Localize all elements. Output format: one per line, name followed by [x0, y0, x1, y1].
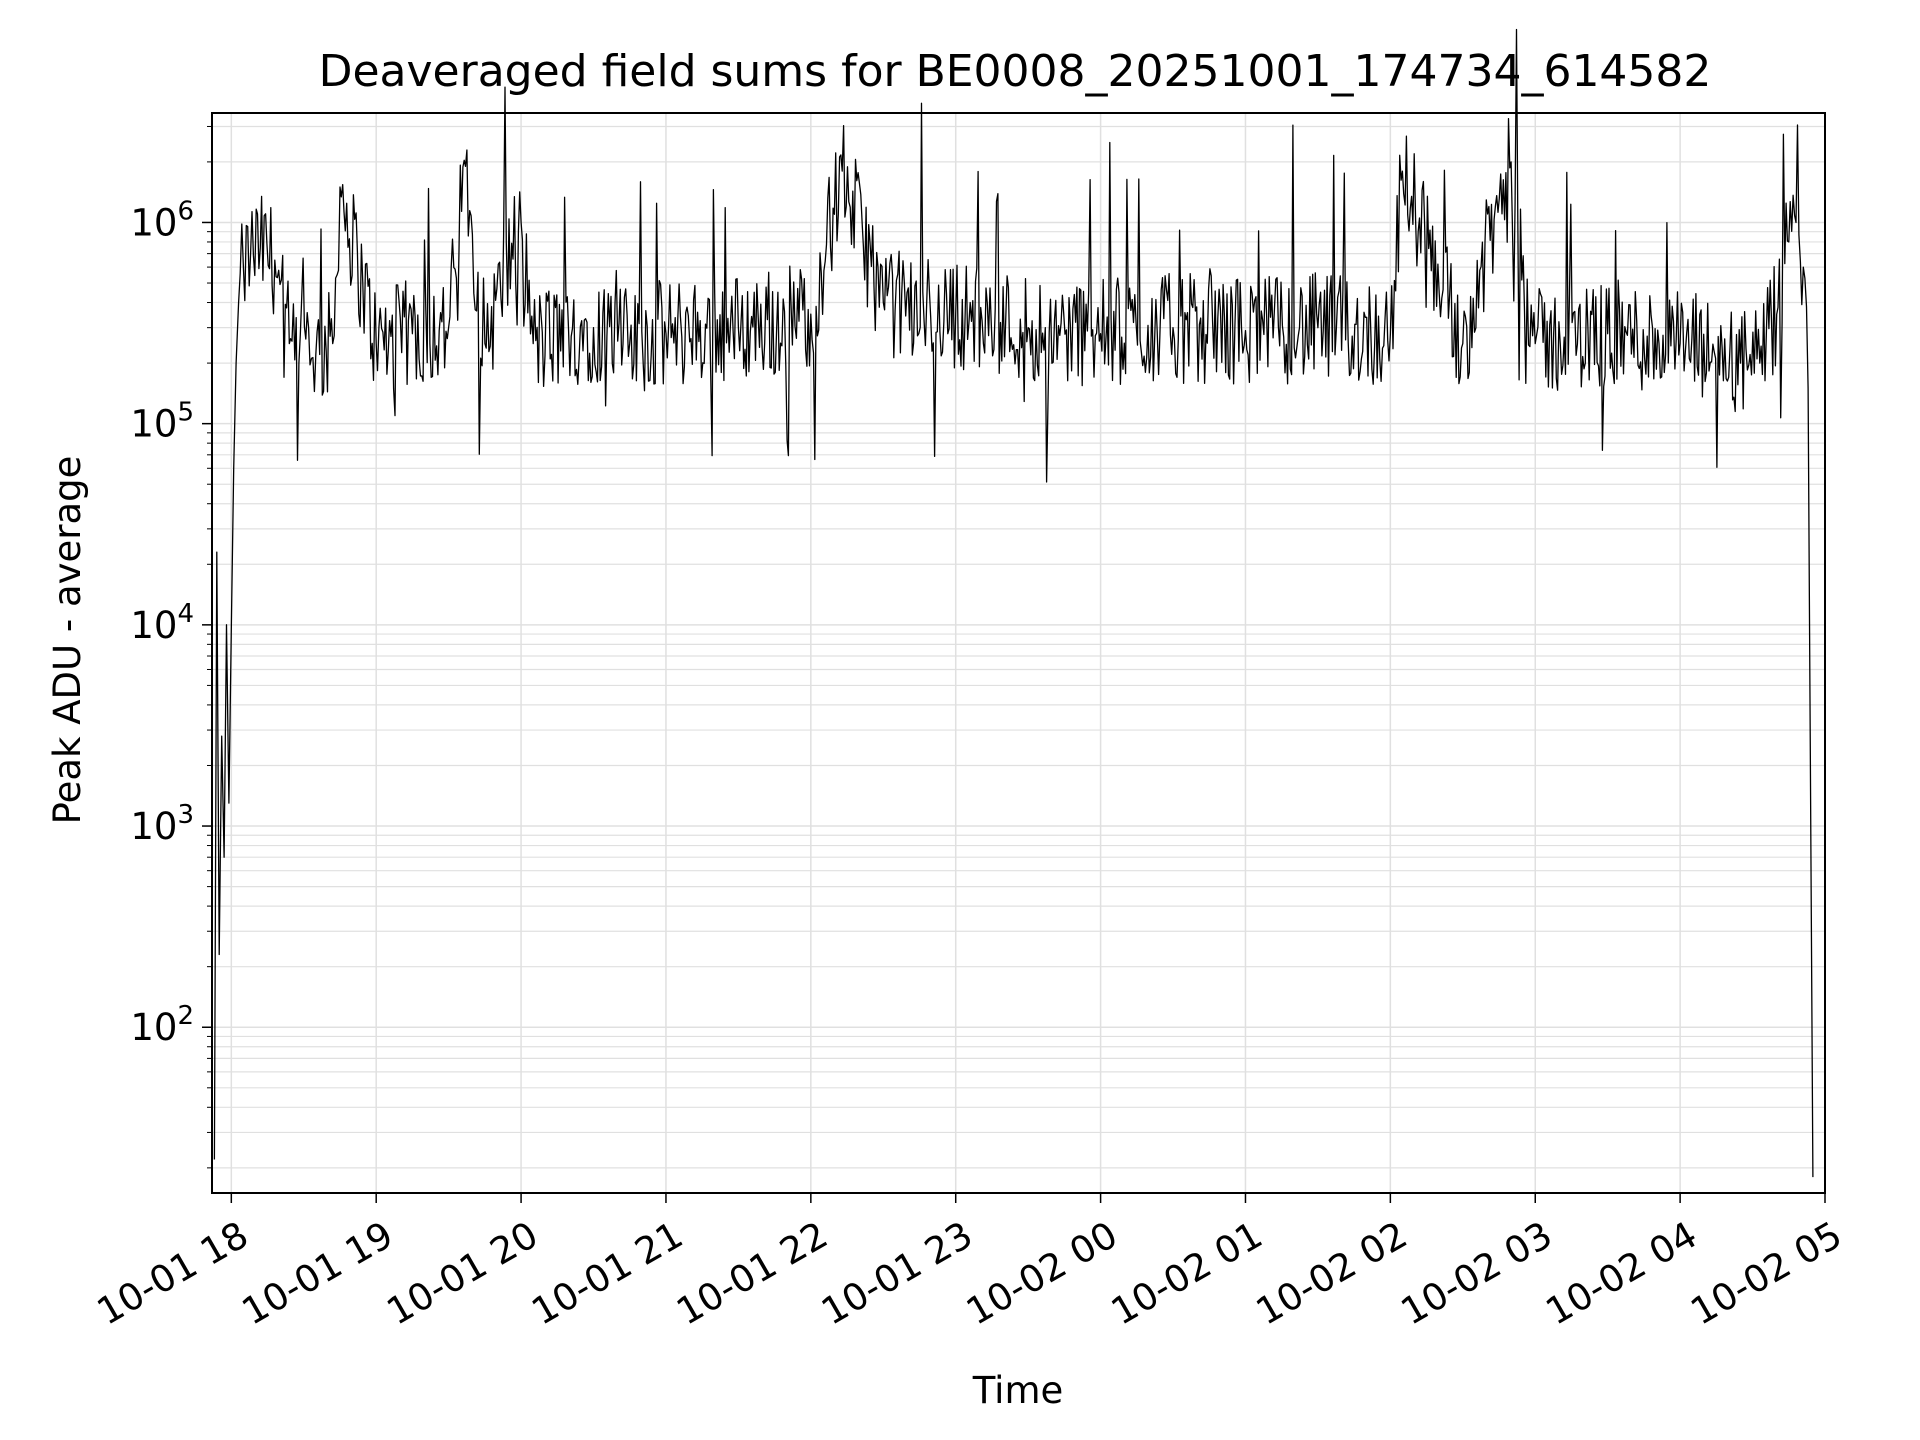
y-axis: 102 103 104 105 106: [130, 125, 212, 1169]
series-line: [213, 28, 1814, 1178]
y-tick-label: 106: [130, 196, 194, 244]
x-tick-label: 10-01 18: [90, 1213, 256, 1333]
y-tick-label: 105: [130, 398, 194, 446]
chart-title: Deaveraged field sums for BE0008_2025100…: [319, 46, 1712, 97]
grid: [212, 113, 1826, 1193]
x-tick-label: 10-01 23: [814, 1213, 980, 1333]
x-tick-label: 10-01 19: [235, 1213, 401, 1333]
y-tick-label: 102: [130, 1001, 194, 1049]
x-tick-label: 10-01 21: [524, 1213, 690, 1333]
y-tick-label: 104: [130, 599, 194, 647]
x-tick-label: 10-01 20: [380, 1213, 546, 1333]
plot-frame: [211, 112, 1826, 1194]
x-tick-label: 10-02 03: [1394, 1213, 1560, 1333]
x-tick-label: 10-02 04: [1539, 1213, 1705, 1333]
x-tick-label: 10-02 05: [1684, 1213, 1850, 1333]
x-axis-label: Time: [972, 1369, 1064, 1412]
x-tick-label: 10-02 01: [1104, 1213, 1270, 1333]
x-tick-label: 10-02 00: [959, 1213, 1125, 1333]
y-axis-label: Peak ADU - average: [46, 456, 89, 825]
y-tick-label: 103: [130, 800, 194, 848]
x-tick-label: 10-01 22: [669, 1213, 835, 1333]
x-tick-label: 10-02 02: [1249, 1213, 1415, 1333]
